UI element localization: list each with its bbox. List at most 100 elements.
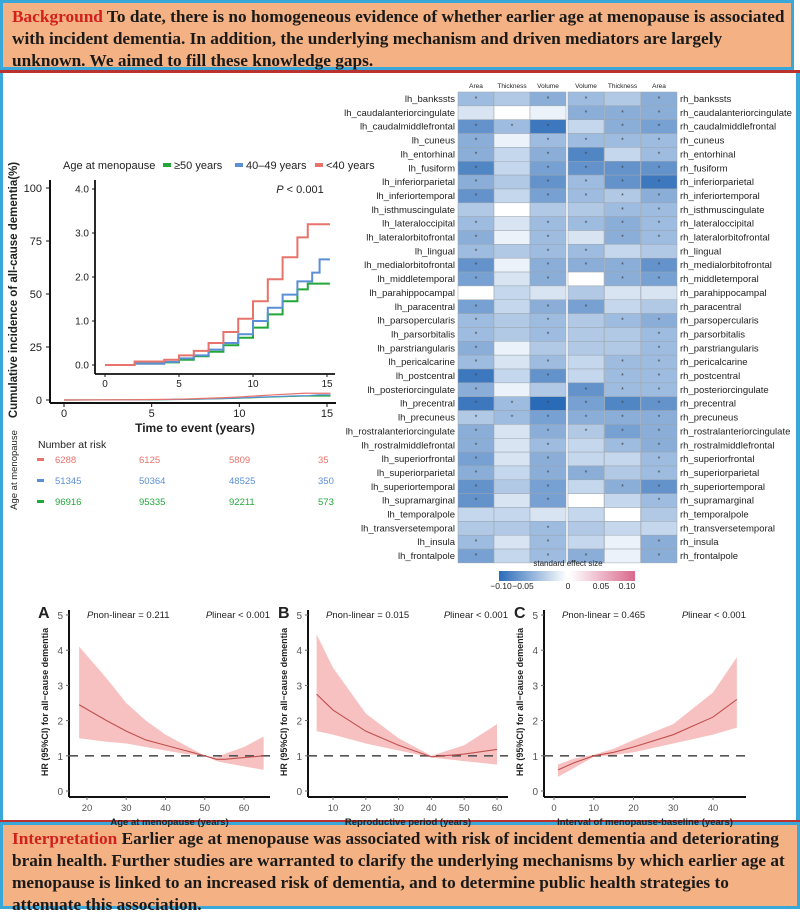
inset-y-tick-label: 2.0 <box>75 273 89 284</box>
significance-marker: * <box>658 331 661 338</box>
heatmap-cell <box>493 438 531 453</box>
x-tick-label: 0 <box>61 408 67 420</box>
heatmap-row-label-left: lh_insula <box>418 537 456 548</box>
heatmap-row-label-left: lh_pericalcarine <box>388 357 455 368</box>
significance-marker: * <box>547 304 550 311</box>
legend-swatch <box>315 163 323 167</box>
y-tick-label: 1 <box>57 752 63 763</box>
p-p-nonlinear-label: Pnon-linear = 0.211 <box>87 610 170 621</box>
x-axis-label: Interval of menopause-baseline (years) <box>557 817 733 828</box>
y-tick-label: 5 <box>296 611 302 622</box>
y-tick-label: 0 <box>36 395 42 407</box>
heatmap-row-label-left: lh_rostralanteriorcingulate <box>346 426 455 437</box>
significance-marker: * <box>475 276 478 283</box>
significance-marker: * <box>547 235 550 242</box>
x-tick-label: 10 <box>233 408 245 420</box>
significance-marker: * <box>658 539 661 546</box>
heatmap-cell <box>567 438 605 453</box>
heatmap-cell <box>640 548 678 564</box>
y-tick-label: 100 <box>24 183 42 195</box>
x-tick-label: 40 <box>160 803 171 814</box>
heatmap-row-label-right: rh_insula <box>680 537 719 548</box>
panel-letter: C <box>514 605 526 622</box>
heatmap-cell <box>604 285 641 300</box>
significance-marker: * <box>475 138 478 145</box>
heatmap-cell <box>457 202 495 217</box>
heatmap-cell <box>493 341 531 356</box>
heatmap-cell <box>604 465 641 481</box>
significance-marker: * <box>475 221 478 228</box>
heatmap-row-label-right: rh_superiorfrontal <box>680 454 754 465</box>
heatmap-cell <box>493 548 531 564</box>
significance-marker: * <box>621 207 624 214</box>
heatmap-row-label-left: lh_medialorbitofrontal <box>364 260 455 271</box>
heatmap-row-label-right: rh_medialorbitofrontal <box>680 260 772 271</box>
heatmap-row-label-right: rh_temporalpole <box>680 510 749 521</box>
heatmap-row-label-left: lh_rostralmiddlefrontal <box>362 440 455 451</box>
heatmap-cell <box>493 174 531 190</box>
significance-marker: * <box>475 304 478 311</box>
heatmap-cell <box>604 534 641 550</box>
x-tick-label: 60 <box>239 803 250 814</box>
panel-letter: A <box>38 605 50 622</box>
significance-marker: * <box>547 401 550 408</box>
significance-marker: * <box>621 262 624 269</box>
heatmap-cell <box>604 341 641 356</box>
heatmap-cell <box>493 257 531 273</box>
heatmap-cell <box>567 451 605 467</box>
heatmap-column-header: Volume <box>537 83 559 90</box>
x-tick-label: 30 <box>393 803 404 814</box>
heatmap-cell <box>493 313 531 328</box>
heatmap-row-label-left: lh_lingual <box>415 246 455 257</box>
heatmap-cell <box>493 327 531 342</box>
heatmap-row-label-left: lh_parsopercularis <box>377 316 455 327</box>
heatmap-row-label-left: lh_transversetemporal <box>361 523 455 534</box>
significance-marker: * <box>547 276 550 283</box>
heatmap-row-label-right: rh_paracentral <box>680 302 741 313</box>
significance-marker: * <box>621 235 624 242</box>
risk-count: 96916 <box>55 497 81 508</box>
y-tick-label: 4 <box>296 646 302 657</box>
legend-title: Age at menopause <box>63 160 155 172</box>
heatmap-cell <box>493 521 531 536</box>
heatmap-cell <box>529 507 567 522</box>
heatmap-row-label-right: rh_parsopercularis <box>680 316 759 327</box>
heatmap-cell <box>567 479 605 494</box>
legend-label: 40–49 years <box>246 160 307 172</box>
heatmap-row-label-left: lh_temporalpole <box>387 510 455 521</box>
significance-marker: * <box>547 138 550 145</box>
significance-marker: * <box>658 345 661 352</box>
significance-marker: * <box>475 470 478 477</box>
x-tick-label: 10 <box>588 803 599 814</box>
risk-count: 95335 <box>139 497 165 508</box>
significance-marker: * <box>621 415 624 422</box>
heatmap-cell <box>567 534 605 550</box>
significance-marker: * <box>585 304 588 311</box>
incidence-curve <box>105 223 330 366</box>
heatmap-cell <box>457 507 495 522</box>
heatmap-cell <box>493 285 531 300</box>
risk-count: 6288 <box>55 455 76 466</box>
hazard-ratio-curve <box>316 693 498 758</box>
heatmap-column-header: Volume <box>575 83 597 90</box>
heatmap-cell <box>567 507 605 522</box>
risk-row-swatch <box>37 500 44 503</box>
x-tick-label: 40 <box>426 803 437 814</box>
heatmap-row-label-left: lh_middletemporal <box>377 274 455 285</box>
heatmap-row-label-right: rh_rostralmiddlefrontal <box>680 440 775 451</box>
x-tick-label: 20 <box>628 803 639 814</box>
y-tick-label: 5 <box>57 611 63 622</box>
heatmap-cell <box>493 534 531 550</box>
heatmap-row-label-left: lh_superiorparietal <box>377 468 455 479</box>
colorbar-tick-label: −0.10 <box>490 581 512 591</box>
significance-marker: * <box>658 318 661 325</box>
inset-y-tick-label: 3.0 <box>75 229 89 240</box>
risk-count: 573 <box>318 497 334 508</box>
y-tick-label: 3 <box>296 681 302 692</box>
risk-count: 6125 <box>139 455 160 466</box>
y-axis-label: HR (95%CI) for all−cause dementia <box>515 627 525 776</box>
heatmap-row-label-left: lh_inferiorparietal <box>382 177 455 188</box>
p-value-annotation: P < 0.001 <box>276 184 323 196</box>
heatmap-row-label-left: lh_fusiform <box>409 163 456 174</box>
